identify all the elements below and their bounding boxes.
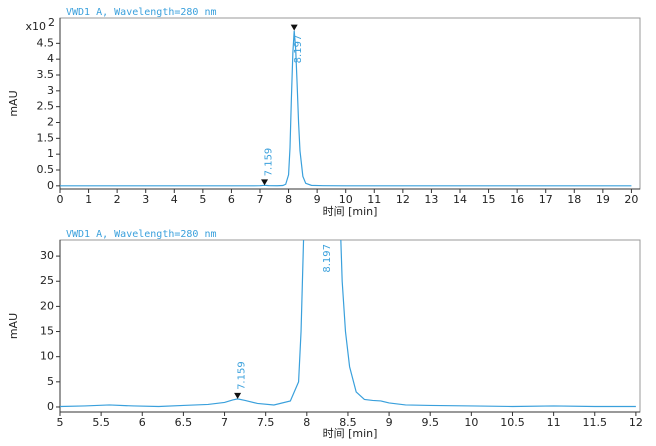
y-tick-label: 2.5	[37, 100, 55, 113]
x-tick-label: 11	[367, 193, 381, 206]
x-tick-label: 9	[314, 193, 321, 206]
plot-frame	[59, 239, 641, 413]
x-tick-label: 13	[424, 193, 438, 206]
signal-line	[60, 240, 636, 408]
x-tick-label: 17	[539, 193, 553, 206]
x-tick-label: 7.5	[257, 416, 275, 429]
y-tick-label: 20	[40, 299, 54, 312]
x-tick-label: 7	[221, 416, 228, 429]
x-axis-label: 时间 [min]	[323, 427, 378, 440]
y-tick-label: 1	[47, 147, 54, 160]
x-tick-label: 16	[510, 193, 524, 206]
x-tick-label: 11.5	[583, 416, 608, 429]
x-tick-label: 9	[386, 416, 393, 429]
y-tick-label: 25	[40, 274, 54, 287]
x-tick-label: 15	[482, 193, 496, 206]
y-tick-label: 0	[47, 400, 54, 413]
x-tick-label: 8	[285, 193, 292, 206]
y-multiplier: x10	[25, 20, 46, 33]
peak-label: 8.197	[293, 35, 304, 64]
x-tick-label: 9.5	[421, 416, 439, 429]
x-tick-label: 14	[453, 193, 467, 206]
signal-line	[60, 30, 632, 187]
x-tick-label: 12	[396, 193, 410, 206]
peak-marker	[290, 24, 298, 31]
y-tick-label: 15	[40, 325, 54, 338]
y-axis-label: mAU	[7, 313, 20, 339]
y-tick-label: 3.5	[37, 68, 55, 81]
peak-marker	[261, 179, 269, 186]
plot-area	[60, 30, 632, 187]
y-tick-label: 0.5	[37, 163, 55, 176]
y-tick-label: 4	[47, 52, 54, 65]
x-tick-label: 18	[567, 193, 581, 206]
x-tick-label: 11	[547, 416, 561, 429]
x-tick-label: 8.5	[339, 416, 357, 429]
x-tick-label: 6	[139, 416, 146, 429]
y-tick-label: 4.5	[37, 36, 55, 49]
x-tick-label: 8	[303, 416, 310, 429]
x-tick-label: 5.5	[92, 416, 110, 429]
x-tick-label: 12	[629, 416, 643, 429]
x-axis-label: 时间 [min]	[323, 205, 378, 218]
x-tick-label: 10	[464, 416, 478, 429]
y-tick-label: 3	[47, 84, 54, 97]
chart-title: VWD1 A, Wavelength=280 nm	[66, 229, 217, 240]
y-tick-label: 5	[47, 375, 54, 388]
plot-frame	[59, 17, 641, 190]
x-tick-label: 20	[624, 193, 638, 206]
y-exponent: 2	[48, 16, 55, 29]
x-tick-label: 3	[142, 193, 149, 206]
peak-label: 7.159	[264, 148, 275, 177]
x-tick-label: 7	[257, 193, 264, 206]
plot-area	[60, 240, 636, 408]
y-tick-label: 2	[47, 116, 54, 129]
peak-label: 8.197	[322, 244, 333, 273]
y-axis-label: mAU	[7, 90, 20, 116]
x-tick-label: 2	[114, 193, 121, 206]
x-tick-label: 5	[57, 416, 64, 429]
x-tick-label: 10.5	[500, 416, 525, 429]
chart-title: VWD1 A, Wavelength=280 nm	[66, 7, 217, 18]
y-tick-label: 1.5	[37, 131, 55, 144]
x-tick-label: 6.5	[175, 416, 193, 429]
x-tick-label: 6	[228, 193, 235, 206]
peak-marker	[234, 392, 242, 399]
x-tick-label: 0	[57, 193, 64, 206]
peak-label: 7.159	[237, 361, 248, 390]
x-tick-label: 10	[339, 193, 353, 206]
x-tick-label: 1	[85, 193, 92, 206]
x-tick-label: 19	[596, 193, 610, 206]
y-tick-label: 0	[47, 179, 54, 192]
x-tick-label: 4	[171, 193, 178, 206]
x-tick-label: 5	[199, 193, 206, 206]
y-tick-label: 30	[40, 249, 54, 262]
y-tick-label: 10	[40, 350, 54, 363]
